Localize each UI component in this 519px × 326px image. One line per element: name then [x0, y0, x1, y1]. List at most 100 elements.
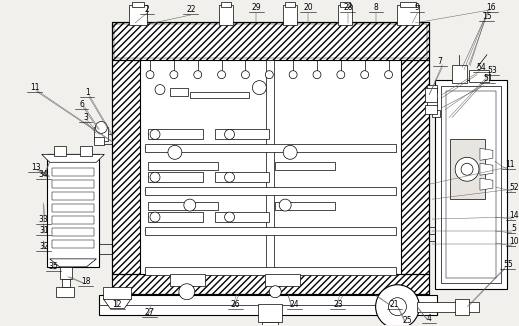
Text: 8: 8 — [373, 4, 378, 12]
Bar — [427, 97, 437, 106]
Text: 21: 21 — [390, 300, 399, 309]
Text: 31: 31 — [39, 227, 49, 235]
Bar — [60, 267, 72, 279]
Polygon shape — [42, 154, 104, 162]
Text: 4: 4 — [427, 314, 432, 323]
Circle shape — [179, 284, 195, 300]
Bar — [435, 80, 507, 289]
Circle shape — [225, 172, 235, 182]
Bar — [215, 129, 269, 140]
Bar — [94, 127, 108, 141]
Text: 33: 33 — [39, 215, 49, 224]
Bar — [467, 302, 479, 312]
Circle shape — [170, 71, 178, 79]
Bar — [52, 240, 94, 248]
Bar — [56, 287, 74, 297]
Bar — [52, 180, 94, 188]
Text: 27: 27 — [144, 308, 154, 317]
Bar — [452, 65, 467, 82]
Bar — [262, 321, 278, 326]
Bar — [62, 279, 70, 287]
Bar — [455, 299, 469, 315]
Bar — [99, 295, 437, 315]
Bar — [112, 274, 429, 294]
Text: 51: 51 — [483, 74, 493, 83]
Circle shape — [241, 71, 250, 79]
Circle shape — [461, 163, 473, 175]
Text: 28: 28 — [343, 4, 352, 12]
Text: 2: 2 — [145, 6, 149, 14]
Bar — [218, 5, 233, 25]
Text: 18: 18 — [81, 277, 90, 286]
Bar — [190, 92, 250, 97]
Bar — [340, 2, 350, 7]
Bar — [112, 60, 140, 274]
Text: 35: 35 — [49, 262, 59, 271]
Circle shape — [146, 71, 154, 79]
Polygon shape — [450, 140, 485, 199]
Text: 11: 11 — [30, 83, 39, 92]
Bar — [221, 2, 230, 7]
Bar — [52, 192, 94, 200]
Bar — [469, 70, 489, 82]
Bar — [52, 168, 94, 176]
Text: 22: 22 — [186, 6, 196, 14]
Bar — [401, 2, 416, 7]
Bar — [47, 154, 99, 267]
Polygon shape — [480, 178, 493, 190]
Bar — [145, 144, 397, 152]
Text: 34: 34 — [39, 170, 49, 179]
Text: 53: 53 — [487, 66, 497, 75]
Bar — [132, 2, 144, 7]
Bar — [114, 24, 427, 58]
Bar — [266, 60, 274, 274]
Bar — [52, 204, 94, 212]
Bar — [338, 5, 352, 25]
Bar — [94, 137, 104, 145]
Circle shape — [389, 298, 406, 316]
Bar — [129, 5, 147, 25]
Text: 10: 10 — [509, 237, 518, 246]
Circle shape — [279, 199, 291, 211]
Bar — [52, 228, 94, 236]
Text: 26: 26 — [231, 300, 240, 309]
Circle shape — [283, 145, 297, 159]
Bar — [398, 5, 419, 25]
Circle shape — [313, 71, 321, 79]
Text: 25: 25 — [403, 316, 412, 325]
Bar — [148, 162, 217, 170]
Text: 29: 29 — [252, 4, 261, 12]
Circle shape — [361, 71, 368, 79]
Circle shape — [150, 129, 160, 140]
Text: 52: 52 — [509, 183, 518, 192]
Circle shape — [194, 71, 202, 79]
Bar — [446, 91, 496, 278]
Text: 13: 13 — [31, 163, 40, 172]
Bar — [53, 146, 65, 156]
Circle shape — [385, 71, 392, 79]
Bar — [103, 287, 131, 299]
Circle shape — [252, 81, 266, 95]
Text: 3: 3 — [83, 113, 88, 122]
Text: 7: 7 — [438, 57, 443, 66]
Bar — [145, 267, 397, 275]
Bar — [145, 187, 397, 195]
Circle shape — [225, 129, 235, 140]
Bar — [432, 110, 440, 117]
Circle shape — [155, 85, 165, 95]
Bar — [441, 86, 501, 283]
Bar — [258, 304, 282, 321]
Text: 20: 20 — [303, 4, 313, 12]
Text: 32: 32 — [39, 243, 49, 251]
Bar — [80, 146, 92, 156]
Bar — [425, 88, 437, 102]
Text: 12: 12 — [113, 300, 122, 309]
Bar — [285, 2, 295, 7]
Bar — [215, 172, 269, 182]
Circle shape — [217, 71, 226, 79]
Bar — [215, 212, 269, 222]
Bar — [402, 60, 429, 274]
Bar — [148, 129, 203, 140]
Circle shape — [168, 145, 182, 159]
Text: 15: 15 — [482, 12, 491, 22]
